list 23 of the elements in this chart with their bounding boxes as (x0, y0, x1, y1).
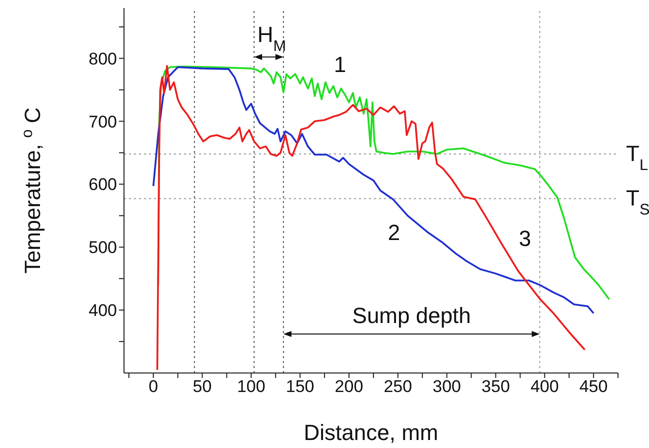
x-tick-label: 200 (334, 377, 364, 396)
x-tick-label: 100 (236, 377, 266, 396)
y-tick-label: 600 (88, 175, 117, 194)
ref-line-label: T$_{L}$ (626, 141, 648, 174)
x-tick-label: 350 (482, 377, 510, 396)
series-label: 1 (334, 52, 346, 77)
x-tick-label: 450 (579, 377, 608, 396)
y-tick-label: 700 (88, 112, 117, 132)
x-tick-label: 150 (286, 377, 314, 396)
x-tick-label: 300 (432, 377, 461, 396)
x-tick-label: 50 (192, 377, 212, 396)
x-axis-title: Distance, mm (304, 420, 438, 445)
y-tick-label: 800 (88, 49, 117, 68)
x-tick-label: 400 (530, 377, 559, 396)
series-label: 2 (388, 220, 400, 245)
annotation: Sump depth (352, 303, 471, 328)
y-tick-label: 500 (88, 238, 117, 258)
y-tick-label: 400 (88, 301, 117, 320)
x-tick-label: 250 (384, 377, 412, 396)
series-label: 3 (518, 226, 532, 251)
annotation: H$_{M}$ (257, 22, 286, 54)
ref-line-label: T$_{S}$ (626, 186, 649, 218)
x-tick-label: 0 (148, 377, 158, 396)
